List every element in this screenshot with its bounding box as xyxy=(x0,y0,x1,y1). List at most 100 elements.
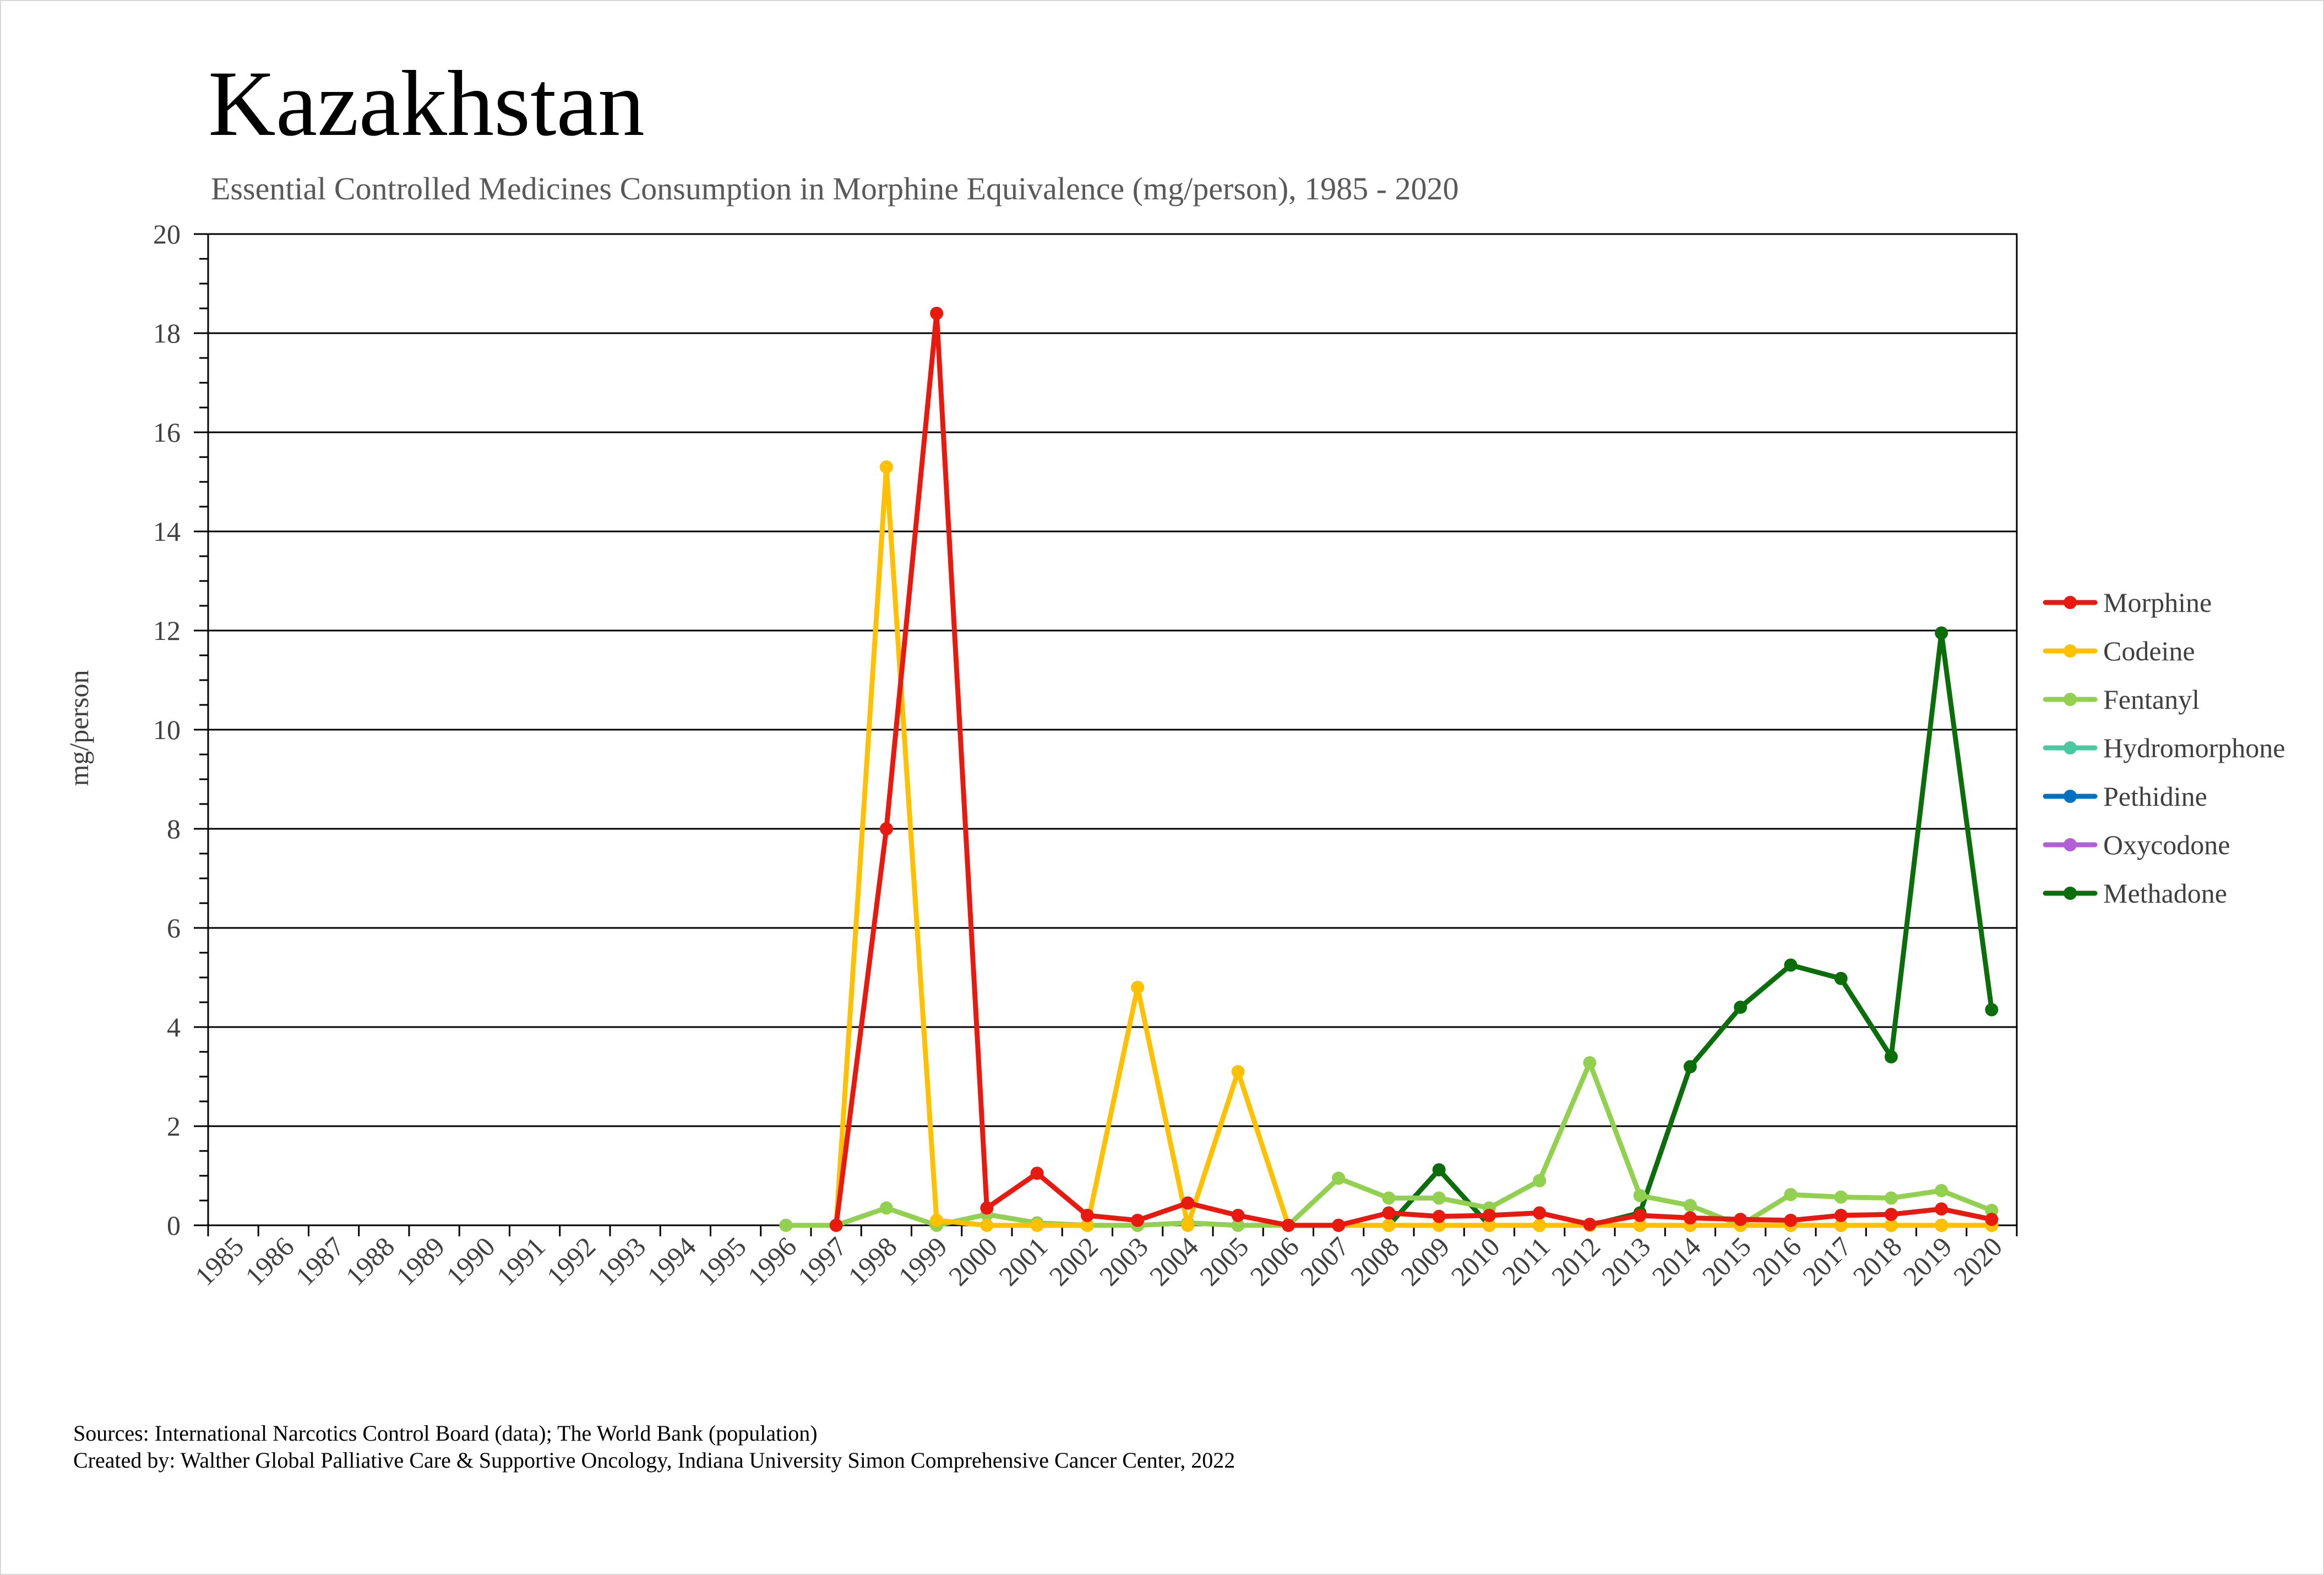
data-point xyxy=(1080,1209,1094,1222)
x-tick-labels: 1985198619871988198919901991199219931994… xyxy=(189,1231,2008,1291)
legend-item-fentanyl: Fentanyl xyxy=(2043,684,2200,715)
data-point xyxy=(1080,1219,1094,1232)
data-point xyxy=(1784,1188,1798,1202)
legend-swatch-marker xyxy=(2064,693,2077,706)
x-tick-label: 2010 xyxy=(1445,1231,1505,1291)
data-point xyxy=(1734,1001,1748,1014)
data-point xyxy=(1131,1214,1145,1227)
legend-label: Morphine xyxy=(2103,587,2212,618)
x-tick-label: 2015 xyxy=(1696,1231,1757,1291)
y-tick-label: 12 xyxy=(153,615,181,646)
legend-swatch-marker xyxy=(2064,596,2077,609)
legend-swatch-marker xyxy=(2064,887,2077,900)
x-tick-label: 2002 xyxy=(1043,1231,1103,1291)
data-point xyxy=(779,1219,793,1232)
series-morphine xyxy=(829,307,1999,1232)
legend-label: Pethidine xyxy=(2103,781,2207,812)
data-point xyxy=(1935,1184,1949,1197)
x-tick-label: 1996 xyxy=(742,1231,802,1291)
x-tick-label: 2000 xyxy=(943,1231,1003,1291)
x-tick-label: 1992 xyxy=(541,1231,601,1291)
legend-item-codeine: Codeine xyxy=(2043,636,2195,666)
series-codeine xyxy=(829,460,1999,1232)
series-line xyxy=(1286,631,1994,1228)
data-point xyxy=(1683,1060,1697,1073)
x-tick-label: 1994 xyxy=(641,1231,701,1291)
y-tick-label: 8 xyxy=(167,813,181,844)
data-point xyxy=(1683,1199,1697,1212)
data-point xyxy=(1231,1219,1245,1232)
y-tick-label: 4 xyxy=(167,1012,181,1042)
x-tick-label: 1985 xyxy=(189,1231,249,1291)
data-point xyxy=(1382,1219,1396,1232)
x-tick-label: 2011 xyxy=(1496,1231,1556,1291)
x-tick-label: 2016 xyxy=(1746,1231,1807,1291)
data-point xyxy=(1985,1003,1999,1017)
legend-label: Hydromorphone xyxy=(2103,732,2285,763)
data-point xyxy=(1633,1189,1647,1202)
data-point xyxy=(879,1201,893,1215)
data-point xyxy=(1834,1190,1848,1204)
data-point xyxy=(1633,1209,1647,1222)
data-point xyxy=(1231,1065,1245,1078)
chart-title: Kazakhstan xyxy=(208,52,645,155)
series-fentanyl xyxy=(779,1056,1999,1232)
y-tick-labels: 0 2 4 6 8 10 12 14 16 18 20 xyxy=(153,219,181,1241)
data-point xyxy=(1884,1050,1898,1063)
y-tick-label: 2 xyxy=(167,1111,181,1142)
data-point xyxy=(1784,958,1798,972)
x-tick-label: 2008 xyxy=(1345,1231,1405,1291)
y-tick-label: 14 xyxy=(153,516,181,547)
data-series xyxy=(779,307,1999,1232)
x-tick-label: 2013 xyxy=(1596,1231,1656,1291)
data-point xyxy=(1834,1209,1848,1222)
x-tick-label: 1988 xyxy=(340,1231,400,1291)
data-point xyxy=(1533,1219,1547,1232)
legend-label: Methadone xyxy=(2103,878,2227,909)
data-point xyxy=(1382,1191,1396,1205)
x-tick-label: 2003 xyxy=(1093,1231,1154,1291)
y-tick-label: 6 xyxy=(167,913,181,943)
data-point xyxy=(1583,1056,1597,1069)
x-tick-label: 2006 xyxy=(1244,1231,1304,1291)
data-point xyxy=(1834,1219,1848,1232)
data-point xyxy=(1683,1211,1697,1225)
x-tick-label: 2020 xyxy=(1947,1231,2008,1291)
data-point xyxy=(1633,1219,1647,1232)
x-tick-label: 1995 xyxy=(692,1231,752,1291)
data-point xyxy=(1935,1219,1949,1232)
legend-item-methadone: Methadone xyxy=(2043,878,2227,909)
legend-label: Codeine xyxy=(2103,636,2195,666)
x-tick-label: 2009 xyxy=(1395,1231,1455,1291)
legend-label: Oxycodone xyxy=(2103,829,2230,860)
data-point xyxy=(1784,1214,1798,1227)
x-tick-label: 2007 xyxy=(1294,1231,1355,1291)
x-tick-label: 2004 xyxy=(1144,1231,1204,1291)
x-tick-label: 1991 xyxy=(491,1231,551,1291)
y-axis-label: mg/person xyxy=(63,670,94,786)
data-point xyxy=(1332,1171,1346,1185)
data-point xyxy=(1432,1163,1446,1177)
y-tick-label: 0 xyxy=(167,1210,181,1241)
data-point xyxy=(1482,1209,1496,1222)
series-line xyxy=(834,311,1994,1228)
y-tick-label: 20 xyxy=(153,219,181,249)
data-point xyxy=(1533,1206,1547,1220)
x-tick-label: 2012 xyxy=(1545,1231,1606,1291)
legend-swatch-marker xyxy=(2064,838,2077,851)
data-point xyxy=(1884,1219,1898,1232)
x-tick-label: 2014 xyxy=(1646,1231,1706,1291)
series-line xyxy=(834,464,1994,1228)
data-point xyxy=(1834,971,1848,985)
legend-swatch-marker xyxy=(2064,790,2077,803)
x-tick-label: 1989 xyxy=(390,1231,450,1291)
data-point xyxy=(1281,1219,1295,1232)
data-point xyxy=(1231,1209,1245,1222)
y-tick-label: 18 xyxy=(153,318,181,349)
data-point xyxy=(1482,1219,1496,1232)
data-point xyxy=(1181,1219,1195,1232)
x-tick-label: 2019 xyxy=(1897,1231,1958,1291)
legend-item-hydromorphone: Hydromorphone xyxy=(2043,732,2285,763)
